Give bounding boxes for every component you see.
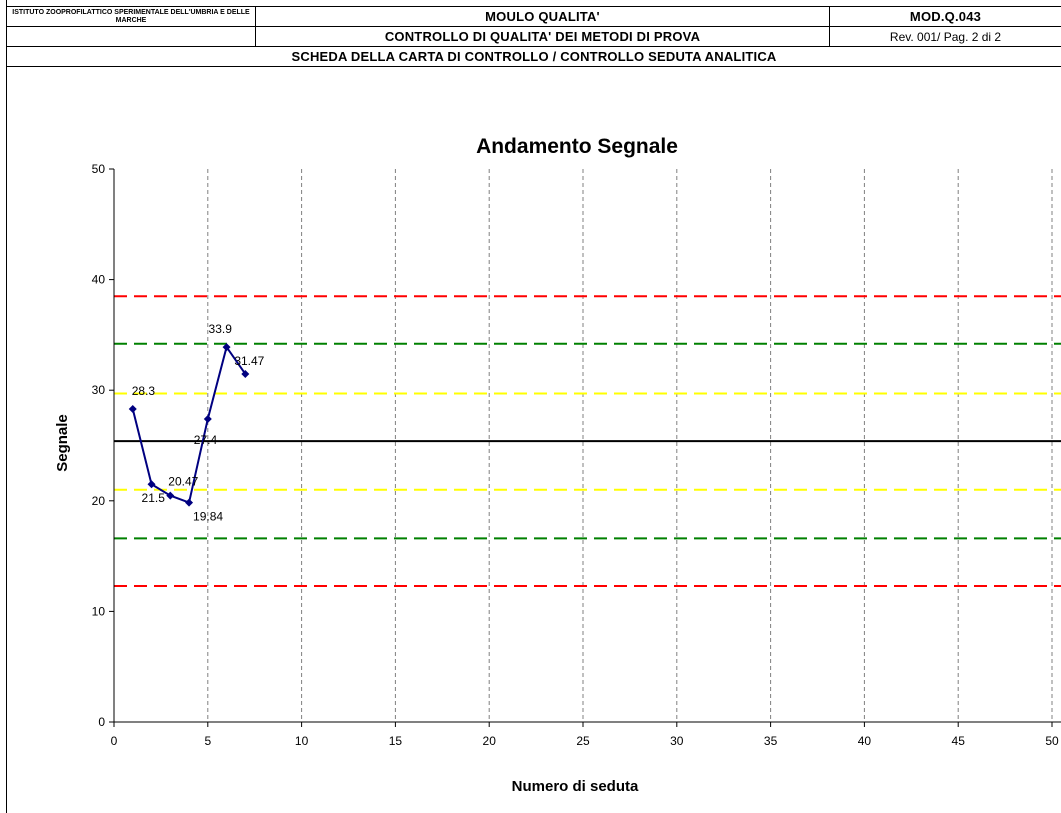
control-limit-lines (114, 295, 1061, 587)
data-point (241, 369, 250, 378)
y-tick-label: 10 (92, 604, 106, 618)
x-tick-label: 40 (858, 734, 872, 748)
data-label: 33.9 (209, 322, 233, 336)
data-point (166, 491, 175, 500)
data-labels: 28.3 21.520.47 19.84 27.4 33.9 31.47 (132, 322, 265, 524)
x-tick-label: 50 (1045, 734, 1059, 748)
data-label: 31.47 (234, 354, 264, 368)
axes: 0 10 20 30 40 50 0 5 10 15 20 25 30 35 40 45 50 (92, 162, 1061, 748)
data-label: 28.3 (132, 384, 156, 398)
x-axis-label: Numero di seduta (512, 778, 639, 795)
data-label: 19.84 (193, 510, 223, 524)
x-tick-label: 30 (670, 734, 684, 748)
data-point (147, 480, 156, 489)
x-tick-label: 45 (952, 734, 966, 748)
section-title: SCHEDA DELLA CARTA DI CONTROLLO / CONTRO… (6, 46, 1061, 67)
x-tick-label: 5 (204, 734, 211, 748)
x-tick-label: 25 (576, 734, 590, 748)
data-label: 20.47 (168, 475, 198, 489)
x-tick-label: 35 (764, 734, 778, 748)
data-point (185, 498, 194, 507)
data-label: 21.5 (142, 491, 166, 505)
y-tick-label: 30 (92, 383, 106, 397)
data-point (222, 343, 231, 352)
y-tick-label: 50 (92, 162, 106, 176)
form-subtitle: CONTROLLO DI QUALITA' DEI METODI DI PROV… (255, 26, 830, 47)
document-header: ISTITUTO ZOOPROFILATTICO SPERIMENTALE DE… (6, 6, 1061, 67)
chart-title: Andamento Segnale (476, 135, 678, 158)
data-label: 27.4 (194, 433, 218, 447)
data-point (203, 414, 212, 423)
y-tick-label: 0 (98, 715, 105, 729)
x-tick-label: 10 (295, 734, 309, 748)
y-axis-label: Segnale (54, 414, 71, 472)
y-tick-label: 40 (92, 273, 106, 287)
gridlines (207, 169, 1053, 722)
x-tick-label: 20 (483, 734, 497, 748)
worksheet-page (6, 0, 1061, 813)
x-tick-label: 0 (111, 734, 118, 748)
data-point (128, 405, 137, 414)
y-tick-label: 20 (92, 494, 106, 508)
x-tick-label: 15 (389, 734, 403, 748)
signal-series (128, 343, 250, 507)
form-code: MOD.Q.043 (829, 6, 1061, 27)
